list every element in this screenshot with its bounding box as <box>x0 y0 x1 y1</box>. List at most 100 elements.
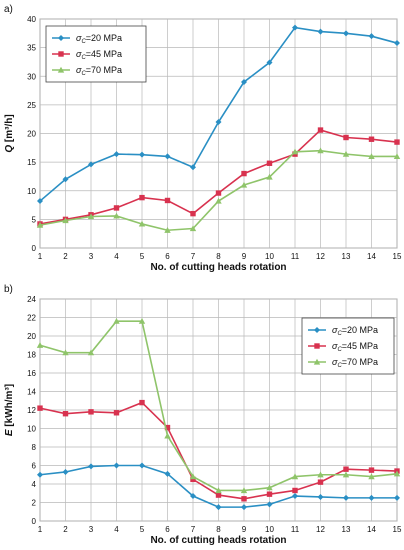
data-point <box>240 487 248 494</box>
data-point <box>342 150 350 157</box>
legend-swatch-marker <box>313 358 321 365</box>
data-point <box>368 33 375 40</box>
x-tick-label: 2 <box>63 252 68 261</box>
data-point <box>139 194 145 201</box>
y-tick-label: 10 <box>27 425 36 434</box>
data-point <box>266 173 273 180</box>
series-2 <box>37 399 400 502</box>
y-tick-label: 22 <box>27 314 36 323</box>
legend-swatch-marker <box>314 327 320 333</box>
legend-swatch-marker <box>57 66 65 73</box>
x-tick-label: 3 <box>89 525 94 534</box>
data-point <box>292 24 298 31</box>
data-point <box>36 221 44 228</box>
series-3 <box>36 318 401 494</box>
data-point <box>164 424 171 431</box>
y-tick-label: 0 <box>32 517 37 526</box>
data-point <box>393 470 401 477</box>
data-point <box>139 151 145 158</box>
data-point <box>37 471 43 478</box>
data-point <box>88 161 94 168</box>
data-point <box>368 473 375 480</box>
data-point <box>241 78 247 85</box>
x-tick-label: 8 <box>216 252 221 261</box>
data-point <box>266 160 273 166</box>
x-tick-label: 5 <box>140 252 145 261</box>
legend: σC=20 MPa σC=45 MPa σC=70 MPa <box>301 317 395 375</box>
data-point <box>88 463 94 470</box>
x-tick-label: 15 <box>393 252 402 261</box>
y-tick-label: 5 <box>32 215 37 224</box>
y-tick-label: 10 <box>27 187 36 196</box>
data-point <box>139 399 145 406</box>
data-point <box>317 493 324 500</box>
data-point <box>368 153 375 159</box>
data-point <box>37 198 43 205</box>
data-point <box>189 225 197 232</box>
data-point <box>190 476 196 483</box>
x-tick-label: 11 <box>291 525 300 534</box>
data-point <box>215 487 222 494</box>
data-point <box>189 473 197 480</box>
legend-label: σC=70 MPa <box>332 357 378 369</box>
legend-label: σC=45 MPa <box>76 49 122 61</box>
data-point <box>394 40 400 47</box>
x-tick-label: 13 <box>342 252 351 261</box>
data-point <box>241 170 247 177</box>
x-axis-label: No. of cutting heads rotation <box>150 262 286 273</box>
data-point <box>291 473 299 480</box>
y-tick-label: 20 <box>27 130 36 139</box>
x-tick-label: 15 <box>393 525 402 534</box>
x-tick-label: 5 <box>140 525 145 534</box>
data-point <box>87 213 95 220</box>
data-point <box>292 493 298 500</box>
data-point <box>138 318 146 324</box>
data-point <box>342 471 350 478</box>
x-tick-label: 10 <box>265 525 274 534</box>
x-tick-label: 1 <box>38 525 43 534</box>
y-tick-label: 25 <box>27 101 36 110</box>
data-point <box>368 467 375 473</box>
data-point <box>62 217 69 224</box>
y-tick-label: 16 <box>27 369 36 378</box>
x-tick-label: 7 <box>191 525 196 534</box>
data-point <box>343 30 349 37</box>
y-tick-label: 2 <box>32 499 37 508</box>
x-tick-label: 8 <box>216 525 221 534</box>
x-tick-label: 4 <box>114 252 119 261</box>
series-3 <box>36 147 401 233</box>
data-point <box>87 349 95 356</box>
y-tick-label: 35 <box>27 44 36 53</box>
legend: σC=20 MPa σC=45 MPa σC=70 MPa <box>45 25 147 83</box>
data-point <box>241 504 247 511</box>
data-point <box>215 492 222 498</box>
y-tick-label: 6 <box>32 462 37 471</box>
data-point <box>266 484 273 491</box>
data-point <box>37 405 43 411</box>
y-axis-label: E [kWh/m³] <box>4 384 15 436</box>
data-point <box>317 127 324 133</box>
data-point <box>215 119 222 126</box>
legend-swatch-marker <box>58 35 64 41</box>
y-tick-label: 20 <box>27 332 36 341</box>
data-point <box>317 471 324 478</box>
legend-label: σC=70 MPa <box>76 65 122 77</box>
data-point <box>164 197 171 204</box>
x-tick-label: 14 <box>367 525 376 534</box>
data-point <box>317 28 324 35</box>
data-point <box>113 462 120 469</box>
legend-swatch-marker <box>58 51 64 57</box>
y-tick-label: 8 <box>32 443 37 452</box>
x-tick-label: 9 <box>242 525 247 534</box>
data-point <box>190 164 196 171</box>
data-point <box>36 342 44 348</box>
legend-label: σC=45 MPa <box>332 341 378 353</box>
y-tick-label: 24 <box>27 295 36 304</box>
series-1 <box>37 462 400 511</box>
x-tick-label: 12 <box>316 525 325 534</box>
data-point <box>292 487 298 494</box>
data-point <box>291 148 299 155</box>
data-point <box>88 409 94 415</box>
x-tick-label: 6 <box>165 525 170 534</box>
